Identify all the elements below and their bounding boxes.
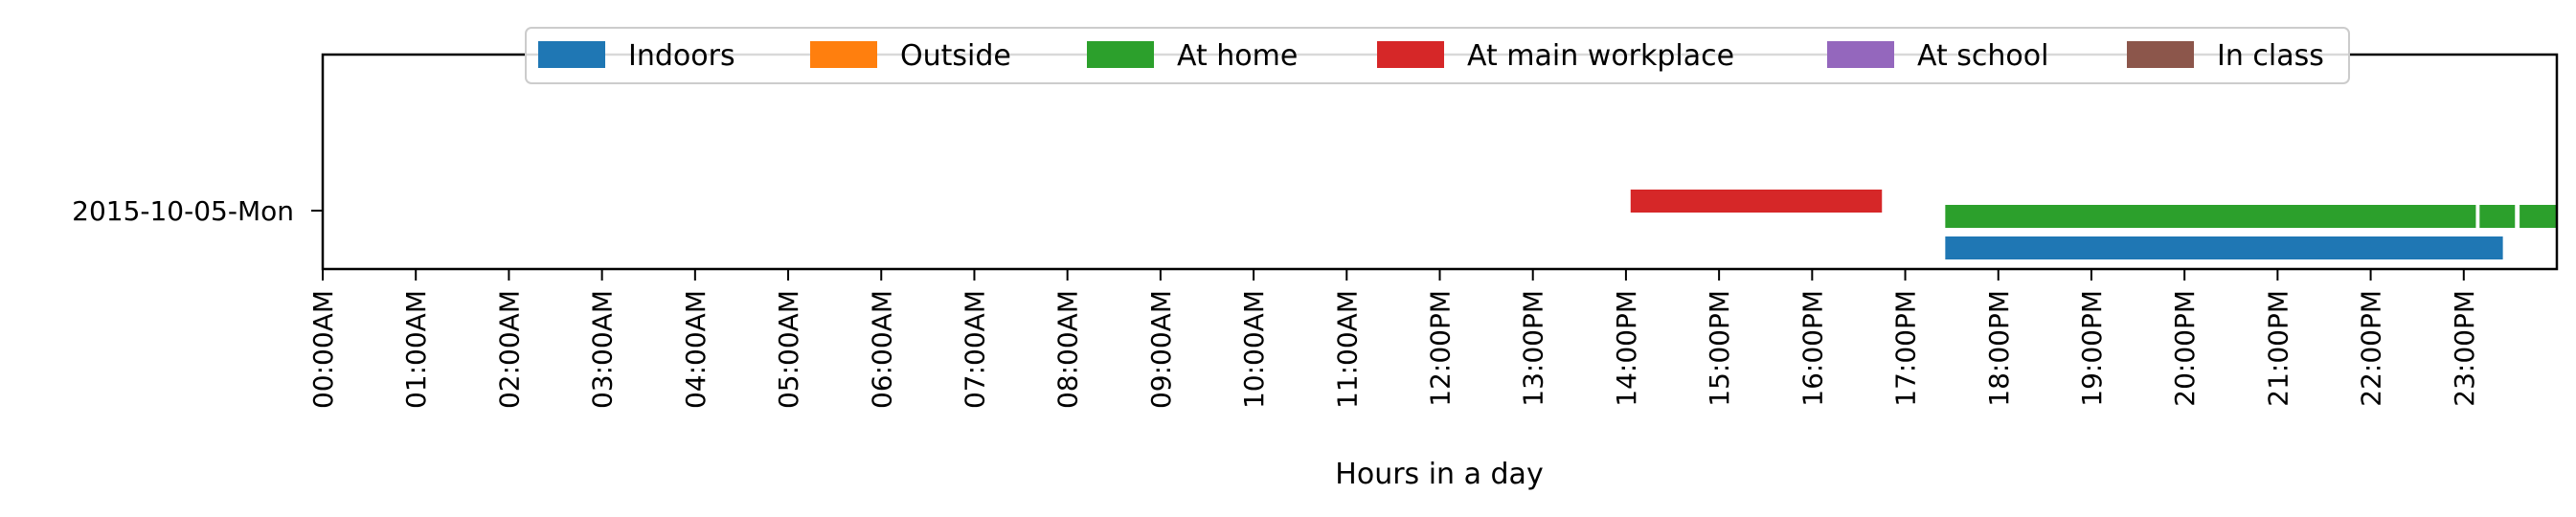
x-tick-label: 00:00AM	[307, 290, 339, 409]
x-tick-label: 02:00AM	[493, 290, 525, 409]
x-tick-label: 23:00PM	[2449, 290, 2480, 407]
x-axis-title: Hours in a day	[1335, 458, 1543, 491]
x-tick-label: 07:00AM	[959, 290, 990, 409]
legend-label-at-school: At school	[1917, 39, 2048, 73]
x-tick-label: 05:00AM	[773, 290, 804, 409]
x-tick-label: 22:00PM	[2356, 290, 2387, 407]
y-tick-label: 2015-10-05-Mon	[72, 195, 294, 227]
bar-at-home	[2479, 205, 2516, 228]
bars-layer	[1630, 190, 2557, 259]
legend-label-in-class: In class	[2217, 39, 2324, 73]
legend-swatch-in-class	[2127, 41, 2194, 68]
bar-at-home	[2520, 205, 2557, 228]
x-tick-label: 20:00PM	[2169, 290, 2201, 407]
x-tick-label: 17:00PM	[1890, 290, 1922, 407]
x-tick-label: 13:00PM	[1518, 290, 1549, 407]
x-tick-label: 19:00PM	[2076, 290, 2108, 407]
legend-swatch-at-home	[1087, 41, 1154, 68]
x-tick-label: 04:00AM	[680, 290, 712, 409]
legend-label-at-home: At home	[1177, 39, 1298, 73]
x-tick-label: 18:00PM	[1983, 290, 2015, 407]
legend-swatch-outside	[810, 41, 877, 68]
x-tick-label: 12:00PM	[1425, 290, 1457, 407]
legend-label-outside: Outside	[900, 39, 1011, 73]
legend-swatch-at-main-workplace	[1377, 41, 1444, 68]
bar-indoors	[1945, 236, 2503, 259]
x-tick-label: 11:00AM	[1331, 290, 1363, 409]
x-tick-label: 14:00PM	[1611, 290, 1642, 407]
legend: Indoors Outside At home At main workplace At…	[525, 27, 2350, 84]
x-tick-label: 09:00AM	[1145, 290, 1177, 409]
x-tick-label: 16:00PM	[1796, 290, 1828, 407]
legend-label-indoors: Indoors	[628, 39, 735, 73]
legend-swatch-at-school	[1827, 41, 1894, 68]
legend-swatch-indoors	[538, 41, 605, 68]
y-axis: 2015-10-05-Mon	[72, 195, 323, 227]
x-tick-label: 08:00AM	[1052, 290, 1084, 409]
x-tick-label: 10:00AM	[1238, 290, 1270, 409]
x-tick-label: 15:00PM	[1704, 290, 1735, 407]
x-tick-label: 06:00AM	[866, 290, 897, 409]
x-tick-label: 03:00AM	[587, 290, 619, 409]
bar-at-home	[1945, 205, 2476, 228]
legend-label-at-main-workplace: At main workplace	[1467, 39, 1734, 73]
x-axis: 00:00AM 01:00AM 02:00AM 03:00AM 04:00AM 05:00…	[307, 269, 2480, 409]
x-tick-label: 01:00AM	[400, 290, 432, 409]
x-tick-label: 21:00PM	[2262, 290, 2294, 407]
bar-at-main-workplace	[1630, 190, 1883, 213]
